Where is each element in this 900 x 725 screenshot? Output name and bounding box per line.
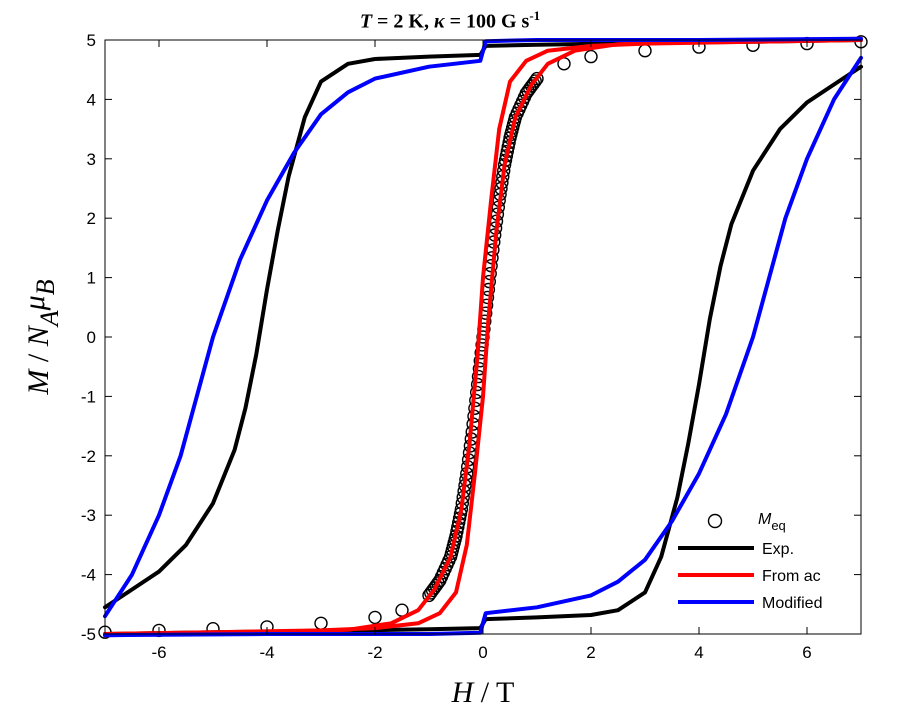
legend-label-exp: Exp. bbox=[762, 541, 794, 558]
legend-label-modified: Modified bbox=[762, 595, 822, 612]
y-tick-label: 5 bbox=[87, 31, 96, 50]
meq-marker bbox=[584, 49, 598, 64]
y-axis-label-part: / bbox=[22, 346, 55, 369]
y-tick-label: 2 bbox=[87, 209, 96, 228]
title-kappa-symbol: κ bbox=[433, 10, 445, 33]
y-tick-label: 4 bbox=[87, 90, 96, 109]
chart-title: T = 2 K, κ = 100 G s-1 bbox=[0, 8, 900, 34]
title-kappa-exponent: -1 bbox=[529, 8, 541, 23]
meq-marker bbox=[368, 610, 382, 625]
y-axis-label-part: N bbox=[22, 324, 55, 347]
meq-marker bbox=[530, 71, 544, 86]
modified-descending-branch bbox=[103, 36, 863, 619]
y-axis-label-part: μ bbox=[18, 295, 51, 311]
y-tick-label: 1 bbox=[87, 269, 96, 288]
x-axis-symbol: H bbox=[451, 676, 476, 709]
meq-marker bbox=[431, 576, 445, 590]
legend-label-from-ac: From ac bbox=[762, 568, 821, 585]
x-tick-label: 2 bbox=[586, 643, 595, 662]
y-tick-label: -3 bbox=[81, 506, 96, 525]
x-tick-label: 0 bbox=[478, 643, 487, 662]
ticks-layer: -6 -4 -2 0 2 4 6 -5 -4 -3 -2 -1 0 1 2 3 4 5 bbox=[81, 31, 861, 662]
legend-label-meq: Meq bbox=[758, 511, 786, 533]
meq-marker bbox=[638, 44, 652, 58]
x-tick-label: -4 bbox=[259, 643, 274, 662]
x-axis-label: H / T bbox=[451, 676, 515, 709]
title-kappa-value: = 100 G s bbox=[444, 10, 530, 33]
legend-meq-symbol: M bbox=[758, 511, 772, 528]
legend-meq-subscript: eq bbox=[771, 518, 785, 533]
plot-frame bbox=[104, 39, 862, 635]
from-ac-ascending-branch bbox=[103, 36, 863, 636]
y-tick-label: -4 bbox=[81, 566, 96, 585]
title-t-symbol: T bbox=[359, 10, 373, 33]
axis-labels: H / T M / NAμB bbox=[18, 279, 514, 709]
y-tick-label: -5 bbox=[81, 625, 96, 644]
title-t-value: = 2 K, bbox=[372, 10, 434, 33]
x-axis-unit: / T bbox=[473, 676, 514, 709]
y-tick-label: -2 bbox=[81, 447, 96, 466]
legend: Meq Exp. From ac Modified bbox=[678, 511, 822, 612]
y-axis-label-part: A bbox=[35, 310, 64, 328]
y-tick-label: 3 bbox=[87, 150, 96, 169]
x-tick-label: 4 bbox=[694, 643, 703, 662]
series-layer bbox=[98, 35, 868, 639]
y-tick-label: 0 bbox=[87, 328, 96, 347]
y-axis-label-part: B bbox=[31, 279, 60, 295]
x-tick-label: -2 bbox=[367, 643, 382, 662]
y-axis-label: M / NAμB bbox=[18, 279, 64, 395]
y-tick-label: -1 bbox=[81, 387, 96, 406]
from-ac-descending-branch bbox=[103, 38, 863, 638]
x-tick-label: -6 bbox=[151, 643, 166, 662]
y-axis-label-part: M bbox=[22, 368, 55, 396]
meq-marker bbox=[528, 74, 542, 88]
x-tick-label: 6 bbox=[802, 643, 811, 662]
meq-marker bbox=[314, 616, 328, 630]
legend-marker-meq bbox=[707, 513, 723, 529]
modified-ascending-branch bbox=[103, 55, 863, 638]
